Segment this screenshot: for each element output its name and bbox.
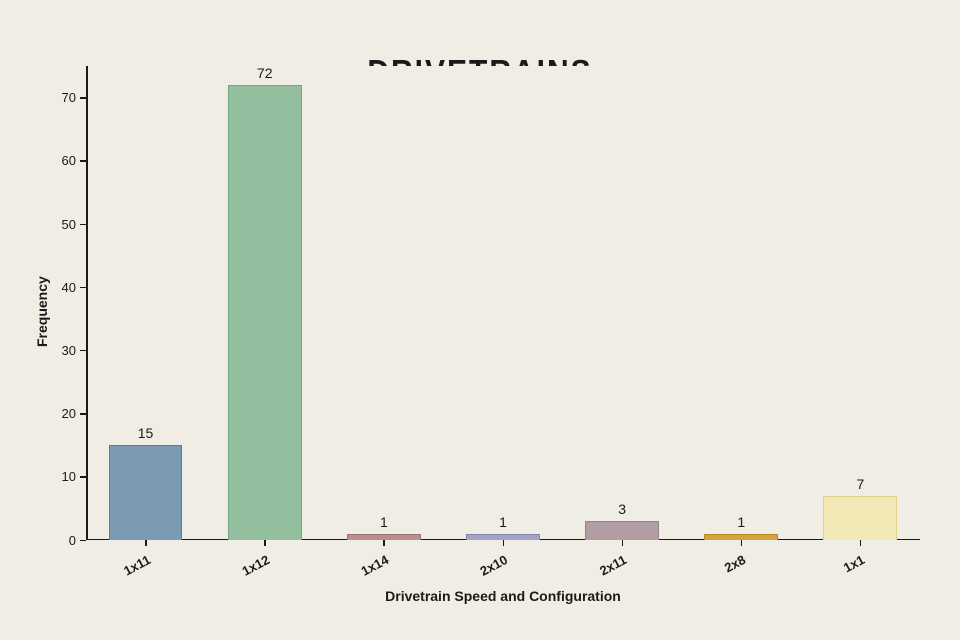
y-tick <box>80 97 86 99</box>
y-tick-label: 60 <box>62 153 76 168</box>
y-tick <box>80 476 86 478</box>
y-axis-line <box>86 66 88 540</box>
y-tick-label: 0 <box>69 533 76 548</box>
y-tick-label: 20 <box>62 406 76 421</box>
bar <box>109 445 183 540</box>
bar-value-label: 7 <box>830 476 890 492</box>
bar-value-label: 1 <box>473 514 533 530</box>
y-tick-label: 40 <box>62 280 76 295</box>
y-tick-label: 70 <box>62 90 76 105</box>
plot-area <box>86 66 920 540</box>
bar-value-label: 1 <box>354 514 414 530</box>
x-tick <box>145 540 147 546</box>
bar-value-label: 1 <box>711 514 771 530</box>
y-tick <box>80 224 86 226</box>
y-axis-label: Frequency <box>34 276 50 347</box>
y-tick-label: 30 <box>62 343 76 358</box>
y-tick <box>80 540 86 542</box>
x-tick <box>741 540 743 546</box>
x-tick <box>860 540 862 546</box>
bar <box>228 85 302 540</box>
x-tick <box>383 540 385 546</box>
bar-value-label: 3 <box>592 501 652 517</box>
bar-value-label: 72 <box>235 65 295 81</box>
bar-value-label: 15 <box>116 425 176 441</box>
y-tick <box>80 287 86 289</box>
y-tick <box>80 160 86 162</box>
x-tick <box>622 540 624 546</box>
bar <box>585 521 659 540</box>
y-tick <box>80 350 86 352</box>
y-tick-label: 10 <box>62 469 76 484</box>
x-tick <box>503 540 505 546</box>
y-tick-label: 50 <box>62 217 76 232</box>
x-tick <box>264 540 266 546</box>
bar <box>823 496 897 540</box>
y-tick <box>80 413 86 415</box>
